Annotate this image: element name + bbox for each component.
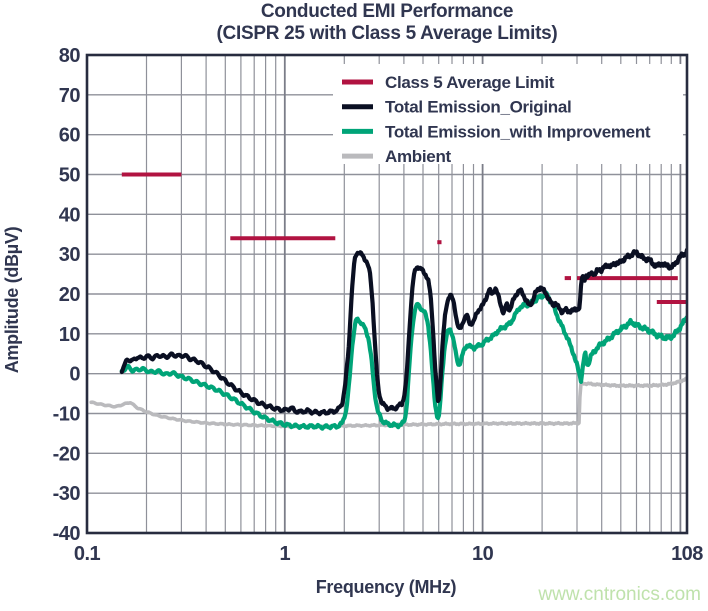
legend-label-limit: Class 5 Average Limit [385,73,555,92]
legend-background [333,64,683,164]
y-tick-50: 50 [59,165,81,187]
x-tick-108: 108 [671,543,703,565]
chart-title-line1: Conducted EMI Performance [261,1,513,22]
y-tick--10: -10 [53,404,81,426]
chart-title-line2: (CISPR 25 with Class 5 Average Limits) [217,23,558,44]
y-tick--30: -30 [53,483,81,505]
x-tick-0.1: 0.1 [74,543,101,565]
y-tick-0: 0 [69,364,80,386]
y-tick-40: 40 [59,204,81,226]
series-original [119,247,687,417]
y-tick-70: 70 [59,85,81,107]
x-tick-10: 10 [472,543,494,565]
y-tick-80: 80 [59,45,81,67]
y-tick--20: -20 [53,443,81,465]
x-tick-1: 1 [279,543,290,565]
series-ambient [89,376,687,429]
y-axis-label: Amplitude (dBµV) [2,226,22,373]
axis-tick-labels: -40 -30 -20 -10 0 10 20 30 40 50 60 70 80 0.1 1 10 108 [53,45,704,565]
legend-label-ambient: Ambient [385,147,452,166]
legend-backdrop [333,64,683,164]
data-curves [89,172,687,431]
watermark: www.cntronics.com [537,584,701,605]
legend-label-original: Total Emission_Original [385,98,571,117]
y-tick--40: -40 [53,523,81,545]
y-tick-60: 60 [59,125,81,147]
y-tick-20: 20 [59,284,81,306]
series-improved [119,290,687,431]
legend: Class 5 Average Limit Total Emission_Orig… [342,73,651,166]
y-tick-30: 30 [59,244,81,266]
plot-border [85,53,689,535]
legend-label-improved: Total Emission_with Improvement [385,122,651,141]
y-tick-10: 10 [59,324,81,346]
x-axis-label: Frequency (MHz) [316,577,457,597]
